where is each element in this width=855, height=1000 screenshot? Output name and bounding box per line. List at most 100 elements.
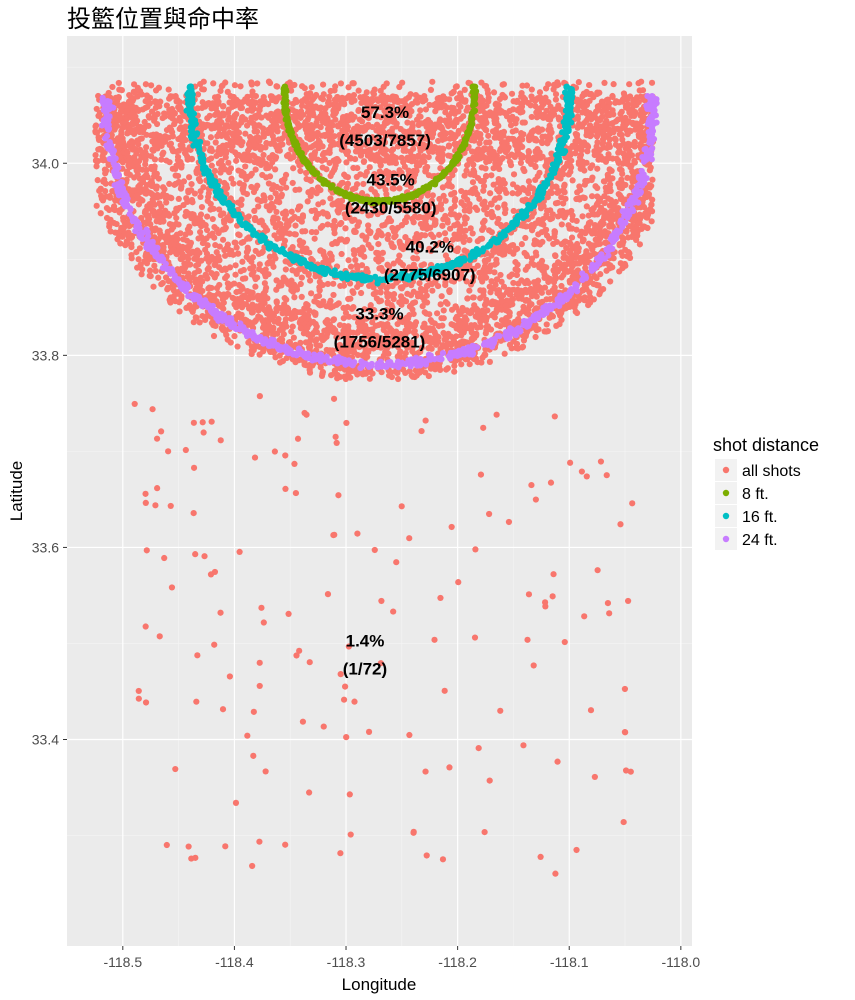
point-all-shots	[456, 235, 464, 242]
point-all-shots	[141, 189, 149, 197]
point-all-shots	[252, 166, 259, 173]
point-all-shots	[324, 280, 331, 288]
point-all-shots	[523, 251, 530, 258]
point-all-shots	[470, 167, 477, 174]
point-all-shots	[485, 155, 493, 162]
point-all-shots	[207, 145, 214, 152]
point-all-shots	[384, 293, 391, 300]
point-all-shots	[353, 262, 360, 269]
point-all-shots	[239, 258, 246, 265]
point-all-shots	[458, 332, 465, 339]
point-all-shots	[444, 219, 451, 226]
point-all-shots	[151, 212, 158, 219]
point-all-shots	[446, 225, 454, 232]
point-all-shots	[182, 231, 189, 238]
point-all-shots	[93, 163, 100, 170]
point-all-shots	[152, 225, 159, 232]
point-all-shots	[476, 140, 483, 147]
point-all-shots	[146, 267, 154, 274]
point-all-shots	[149, 146, 156, 153]
point-all-shots	[376, 104, 384, 111]
point-all-shots	[558, 316, 565, 324]
point-all-shots	[316, 302, 324, 309]
point-all-shots	[446, 288, 453, 296]
point-all-shots	[504, 288, 511, 296]
point-all-shots	[567, 240, 574, 248]
point-all-shots	[143, 166, 150, 174]
point-all-shots	[329, 240, 336, 248]
point-all-shots	[194, 165, 201, 172]
point-all-shots	[292, 222, 299, 229]
point-all-shots	[548, 215, 556, 222]
point-all-shots	[573, 309, 581, 317]
point-all-shots	[296, 186, 303, 193]
point-all-shots	[330, 291, 337, 299]
point-all-shots	[522, 234, 529, 242]
point-all-shots	[584, 148, 591, 155]
point-all-shots	[388, 308, 395, 315]
point-all-shots	[583, 203, 590, 210]
point-all-shots	[203, 235, 210, 242]
point-all-shots	[345, 257, 352, 264]
point-all-shots	[429, 319, 436, 326]
point-all-shots	[279, 279, 286, 286]
point-all-shots	[136, 245, 143, 252]
point-all-shots	[385, 172, 392, 179]
point-all-shots	[615, 190, 622, 198]
point-all-shots	[460, 113, 467, 120]
point-all-shots	[159, 279, 166, 287]
point-all-shots	[260, 345, 267, 353]
point-all-shots	[277, 221, 284, 228]
point-all-shots	[177, 230, 184, 237]
point-all-shots	[401, 217, 409, 224]
point-all-shots	[178, 164, 185, 171]
point-all-shots	[255, 106, 263, 114]
point-all-shots	[367, 211, 374, 219]
point-all-shots	[461, 172, 468, 179]
point-all-shots	[176, 308, 183, 315]
point-all-shots	[156, 208, 163, 215]
point-all-shots	[451, 222, 458, 229]
point-all-shots	[433, 341, 440, 348]
point-all-shots	[420, 324, 427, 331]
point-all-shots	[462, 227, 469, 234]
point-all-shots	[470, 294, 477, 301]
point-all-shots	[607, 176, 614, 183]
point-all-shots	[568, 302, 575, 310]
point-all-shots	[302, 228, 309, 235]
point-all-shots	[221, 252, 229, 259]
point-all-shots	[273, 277, 280, 284]
point-all-shots	[285, 222, 292, 229]
point-all-shots	[384, 235, 391, 243]
point-all-shots	[247, 289, 254, 296]
point-all-shots	[352, 256, 359, 264]
point-all-shots	[568, 234, 576, 241]
point-all-shots	[474, 206, 481, 214]
point-all-shots	[506, 273, 513, 280]
point-all-shots	[306, 307, 313, 314]
point-all-shots	[135, 183, 142, 190]
point-all-shots	[233, 244, 240, 251]
point-all-shots	[536, 169, 543, 176]
point-all-shots	[423, 299, 431, 306]
point-all-shots	[454, 214, 461, 221]
point-all-shots	[360, 180, 367, 188]
point-all-shots	[355, 219, 363, 226]
point-all-shots	[501, 251, 508, 258]
point-all-shots	[204, 213, 211, 220]
point-all-shots	[225, 284, 232, 291]
point-all-shots	[594, 184, 601, 192]
point-all-shots	[92, 151, 99, 159]
point-all-shots	[223, 184, 231, 192]
point-all-shots	[345, 295, 352, 303]
point-all-shots	[267, 194, 274, 201]
point-all-shots	[351, 251, 358, 258]
point-all-shots	[518, 241, 525, 248]
point-all-shots	[497, 271, 504, 279]
point-all-shots	[340, 282, 348, 289]
point-all-shots	[306, 369, 314, 376]
point-all-shots	[148, 180, 155, 187]
point-all-shots	[414, 129, 422, 137]
point-all-shots	[296, 237, 303, 244]
point-all-shots	[102, 188, 109, 195]
